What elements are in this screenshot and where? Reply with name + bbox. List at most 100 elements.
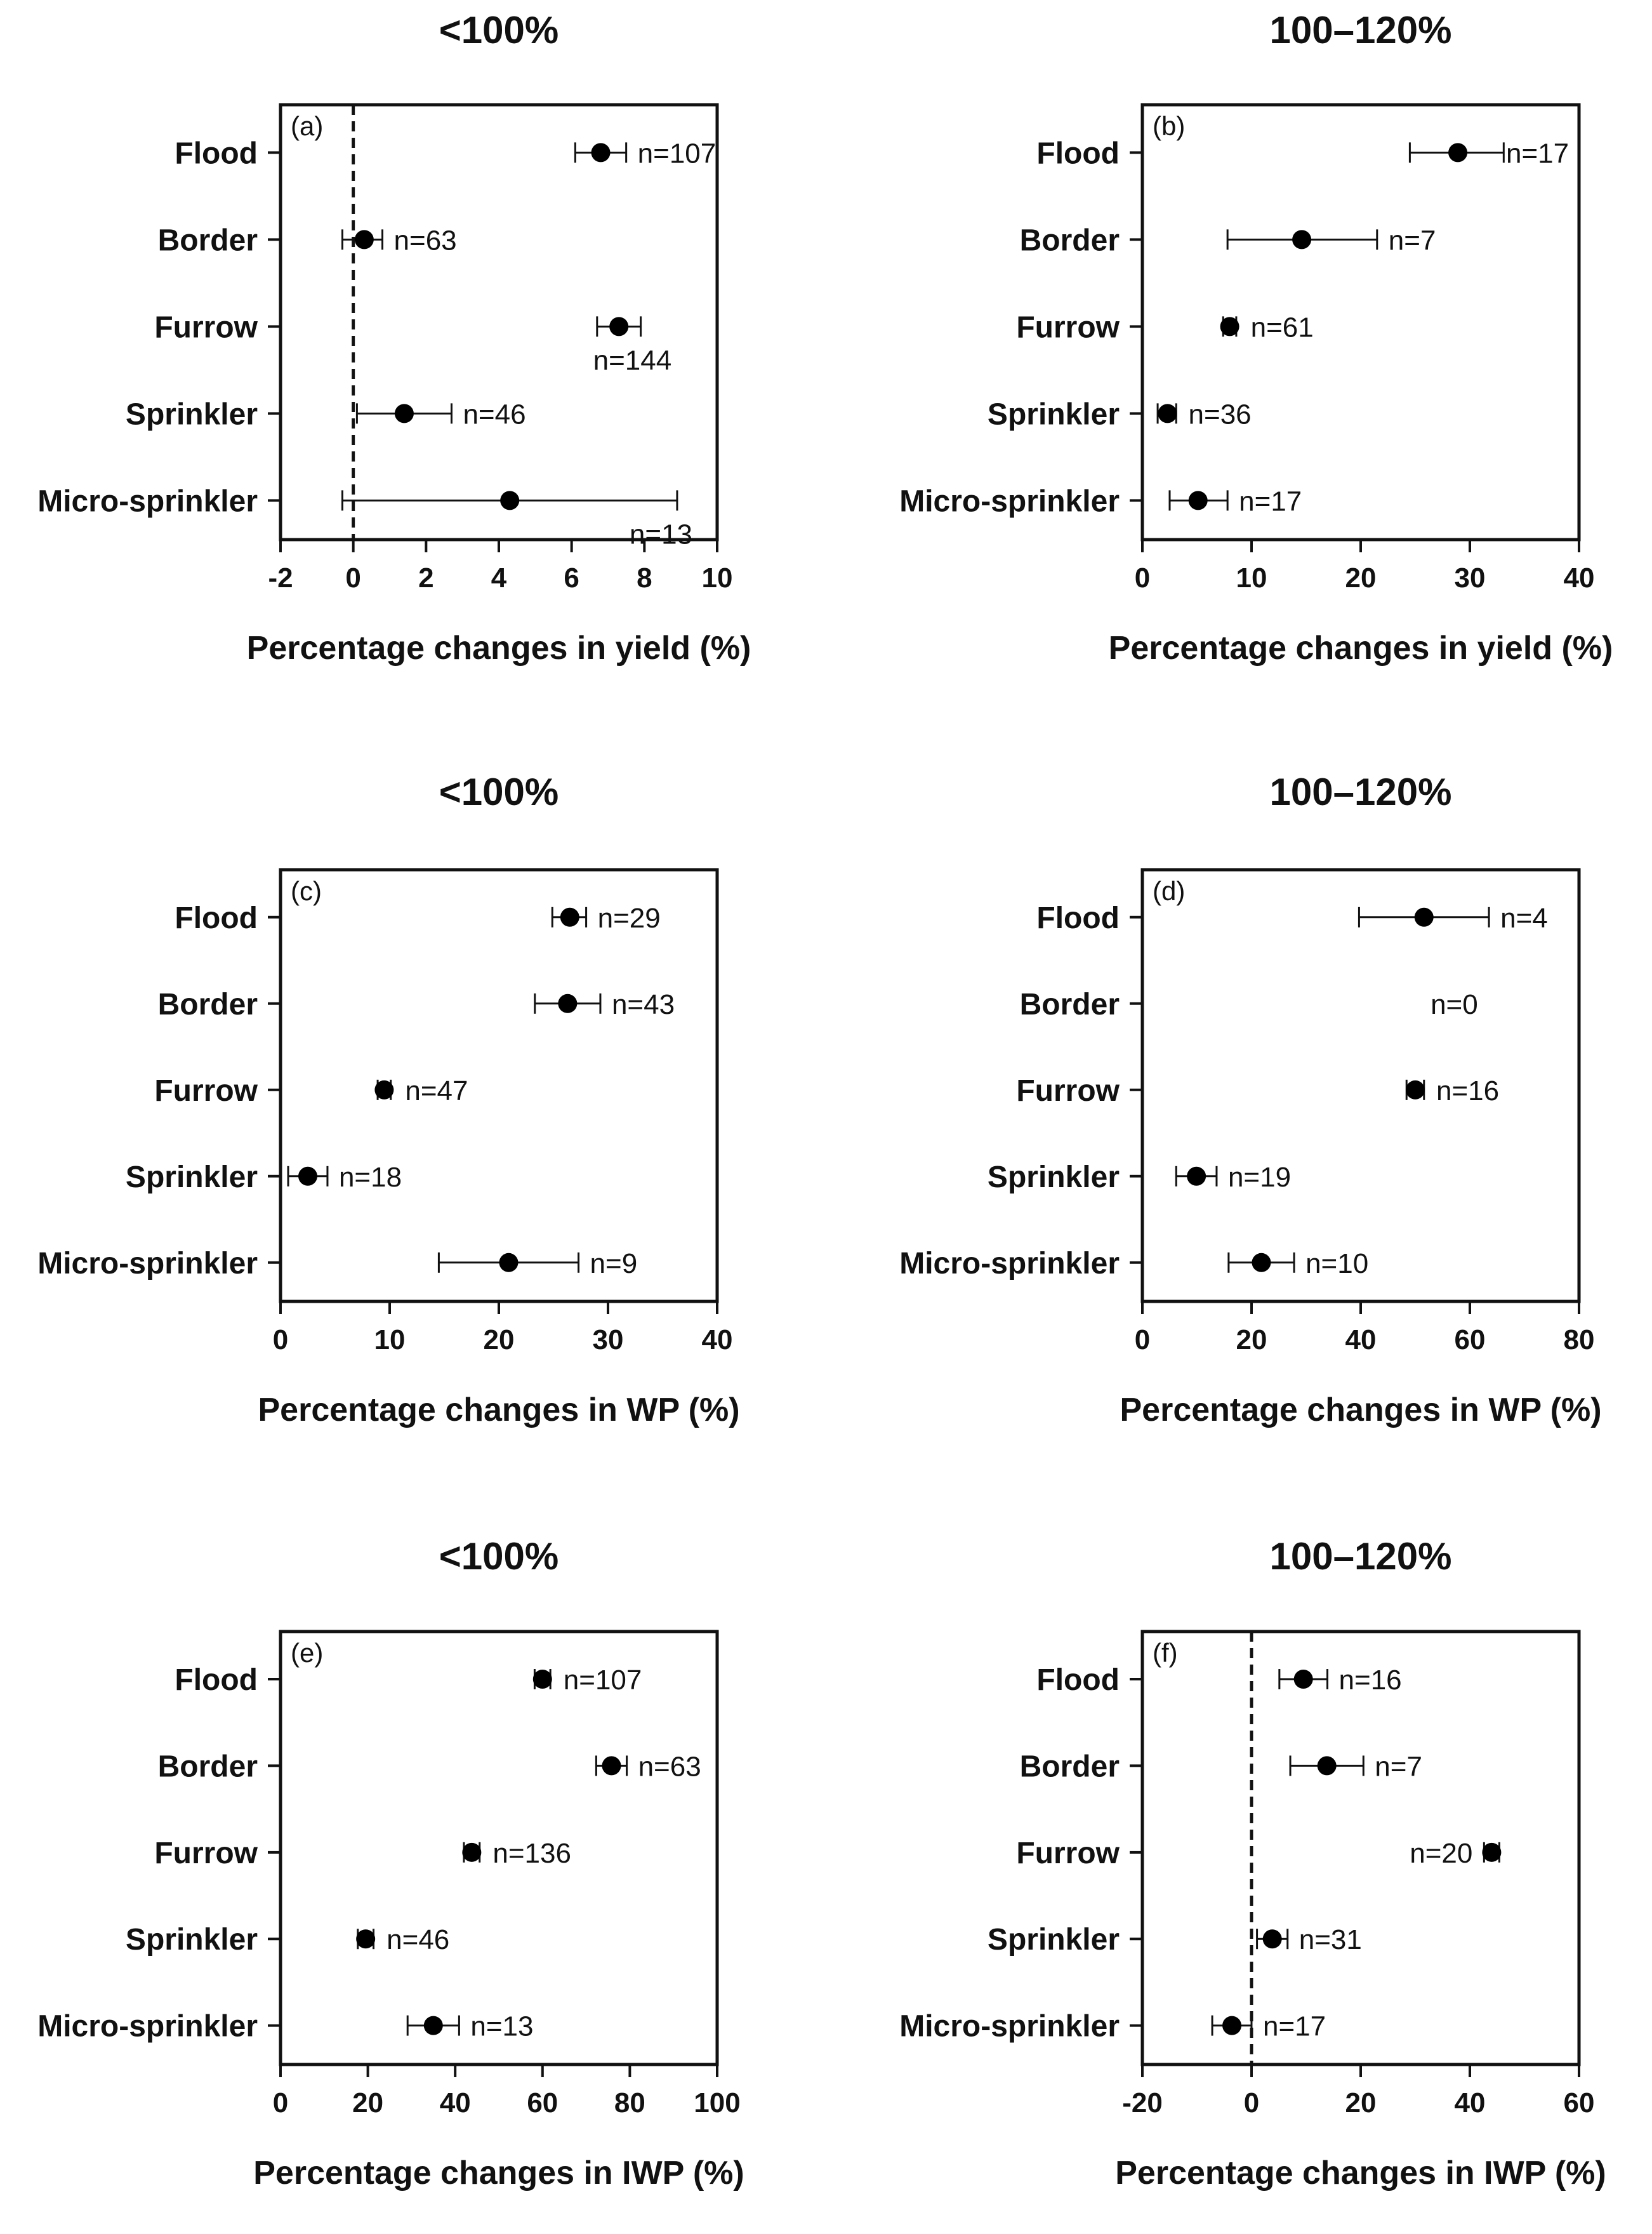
sample-size-label: n=19 — [1228, 1162, 1291, 1193]
x-tick-label: 0 — [1244, 2087, 1259, 2118]
x-tick-label: 2 — [418, 562, 433, 594]
chart-panel: <100% (e) 0 20 40 60 80 100 Percentage changes i… — [37, 1535, 744, 2191]
x-tick-label: 60 — [527, 2087, 558, 2118]
category-label: Sprinkler — [126, 1160, 258, 1194]
x-tick-label: 30 — [593, 1324, 624, 1355]
chart-title: 100–120% — [1270, 9, 1452, 51]
x-tick-label: 8 — [637, 562, 652, 594]
sample-size-label: n=17 — [1239, 486, 1302, 517]
x-tick-label: -2 — [268, 562, 293, 594]
x-tick-label: 4 — [491, 562, 507, 594]
data-point — [560, 907, 579, 927]
category-label: Flood — [175, 1663, 258, 1697]
sample-size-label: n=36 — [1189, 399, 1252, 430]
data-point — [1448, 143, 1468, 163]
x-tick-label: 6 — [564, 562, 579, 594]
panel-letter: (e) — [291, 1638, 323, 1668]
category-label: Furrow — [1016, 310, 1120, 344]
sample-size-label: n=46 — [463, 399, 525, 430]
category-label: Micro-sprinkler — [899, 2010, 1120, 2044]
chart-panel: 100–120% (b) 0 10 20 30 40 Percentage changes i… — [899, 9, 1613, 667]
category-label: Border — [1020, 223, 1120, 257]
panel-letter: (a) — [291, 111, 323, 141]
data-point — [1188, 491, 1208, 510]
plot-frame — [1140, 868, 1581, 1303]
x-tick-label: 30 — [1455, 562, 1486, 594]
x-tick-label: 40 — [1564, 562, 1595, 594]
data-point — [602, 1756, 621, 1776]
data-point — [499, 1253, 519, 1272]
x-tick-label: 40 — [1455, 2087, 1486, 2118]
chart-title: <100% — [439, 1535, 559, 1578]
panel-letter: (c) — [291, 876, 322, 906]
sample-size-label: n=61 — [1251, 312, 1314, 343]
data-point — [1158, 404, 1177, 423]
x-axis-title: Percentage changes in WP (%) — [1120, 1392, 1601, 1428]
x-axis-title: Percentage changes in IWP (%) — [1115, 2155, 1606, 2191]
chart-title: 100–120% — [1270, 771, 1452, 813]
data-point — [1292, 230, 1312, 249]
category-label: Sprinkler — [988, 1160, 1120, 1194]
x-tick-label: 10 — [1236, 562, 1267, 594]
data-point — [1187, 1166, 1206, 1186]
category-label: Furrow — [1016, 1074, 1120, 1108]
data-point — [609, 317, 629, 336]
category-label: Flood — [1036, 1663, 1120, 1697]
data-point — [500, 491, 520, 510]
category-label: Border — [1020, 988, 1120, 1021]
x-tick-label: 0 — [1135, 1324, 1150, 1355]
data-point — [1293, 1670, 1313, 1689]
x-axis-title: Percentage changes in yield (%) — [247, 630, 751, 667]
sample-size-label: n=13 — [470, 2011, 533, 2042]
data-point — [1317, 1756, 1337, 1776]
category-label: Sprinkler — [126, 397, 258, 431]
category-label: Micro-sprinkler — [37, 484, 258, 518]
sample-size-label: n=29 — [598, 903, 661, 934]
category-label: Furrow — [154, 310, 258, 344]
x-tick-label: 0 — [273, 1324, 288, 1355]
sample-size-label: n=16 — [1339, 1665, 1402, 1696]
plot-frame — [279, 868, 719, 1303]
sample-size-label: n=107 — [564, 1665, 642, 1696]
x-axis-title: Percentage changes in IWP (%) — [253, 2155, 744, 2191]
sample-size-label: n=63 — [394, 225, 457, 256]
data-point — [394, 404, 414, 423]
data-point — [1222, 2016, 1242, 2035]
panel-letter: (b) — [1153, 111, 1185, 141]
category-label: Flood — [1036, 136, 1120, 170]
x-tick-label: 10 — [374, 1324, 406, 1355]
category-label: Furrow — [154, 1074, 258, 1108]
sample-size-label: n=0 — [1431, 989, 1478, 1020]
x-tick-label: 60 — [1455, 1324, 1486, 1355]
category-label: Sprinkler — [126, 1923, 258, 1957]
category-label: Border — [158, 1750, 258, 1783]
x-tick-label: 0 — [345, 562, 360, 594]
chart-panel: 100–120% (d) 0 20 40 60 80 Percentage changes i… — [899, 771, 1601, 1428]
x-tick-label: 0 — [1135, 562, 1150, 594]
plot-frame — [279, 103, 719, 542]
x-tick-label: 60 — [1564, 2087, 1595, 2118]
chart-panel: <100% (a) -2 0 2 4 6 8 10 Percentage changes in y… — [37, 9, 751, 667]
x-tick-label: 100 — [694, 2087, 740, 2118]
data-point — [1482, 1842, 1502, 1862]
category-label: Furrow — [1016, 1837, 1120, 1870]
data-point — [591, 143, 611, 163]
data-point — [532, 1670, 552, 1689]
sample-size-label: n=46 — [387, 1924, 449, 1955]
x-tick-label: 80 — [614, 2087, 645, 2118]
data-point — [423, 2016, 443, 2035]
sample-size-label: n=47 — [405, 1075, 468, 1107]
x-axis-title: Percentage changes in WP (%) — [258, 1392, 739, 1428]
x-tick-label: 0 — [273, 2087, 288, 2118]
x-tick-label: -20 — [1122, 2087, 1163, 2118]
category-label: Micro-sprinkler — [37, 1247, 258, 1280]
sample-size-label: n=16 — [1436, 1075, 1499, 1107]
sample-size-label: n=7 — [1375, 1751, 1422, 1782]
sample-size-label: n=17 — [1506, 138, 1569, 169]
category-label: Flood — [175, 136, 258, 170]
sample-size-label: n=7 — [1389, 225, 1436, 256]
sample-size-label: n=4 — [1500, 903, 1548, 934]
data-point — [1414, 907, 1434, 927]
category-label: Sprinkler — [988, 397, 1120, 431]
